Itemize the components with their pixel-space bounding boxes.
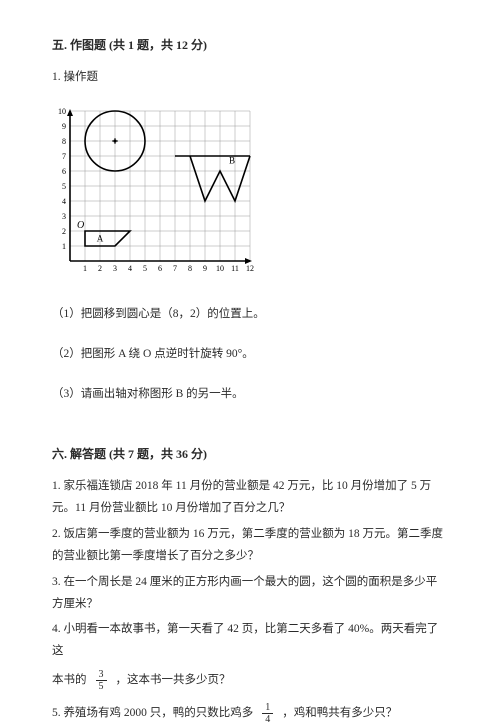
svg-text:7: 7 (62, 152, 66, 161)
svg-text:6: 6 (62, 167, 66, 176)
svg-text:12: 12 (246, 264, 254, 273)
q1-label: 1. 操作题 (52, 67, 448, 89)
svg-text:7: 7 (173, 264, 177, 273)
sub1: （1）把圆移到圆心是（8，2）的位置上。 (52, 304, 448, 326)
svg-text:1: 1 (83, 264, 87, 273)
svg-text:4: 4 (62, 197, 66, 206)
q5-prefix: 5. 养殖场有鸡 2000 只，鸭的只数比鸡多 (52, 703, 253, 725)
svg-text:4: 4 (128, 264, 132, 273)
q5-num: 1 (262, 702, 273, 714)
svg-text:10: 10 (58, 107, 66, 116)
q4-prefix: 本书的 (52, 670, 87, 692)
svg-text:B: B (229, 155, 235, 165)
svg-text:2: 2 (98, 264, 102, 273)
section5-title: 五. 作图题 (共 1 题，共 12 分) (52, 36, 448, 53)
q4-den: 5 (96, 681, 107, 692)
svg-text:5: 5 (62, 182, 66, 191)
q5-den: 4 (262, 714, 273, 725)
grid-figure: 12345678910111212345678910AOB (52, 101, 448, 286)
section6-title: 六. 解答题 (共 7 题，共 36 分) (52, 445, 448, 462)
q6-1: 1. 家乐福连锁店 2018 年 11 月份的营业额是 42 万元，比 10 月… (52, 476, 448, 520)
svg-text:8: 8 (188, 264, 192, 273)
svg-text:3: 3 (113, 264, 117, 273)
q6-4b: 本书的 3 5 ，这本书一共多少页？ (52, 669, 448, 692)
q5-suffix: ，鸡和鸭共有多少只？ (282, 703, 397, 725)
sub2: （2）把图形 A 绕 O 点逆时针旋转 90°。 (52, 344, 448, 366)
svg-text:11: 11 (231, 264, 239, 273)
q5-fraction: 1 4 (262, 702, 273, 725)
svg-text:10: 10 (216, 264, 224, 273)
q6-3: 3. 在一个周长是 24 厘米的正方形内画一个最大的圆，这个圆的面积是多少平方厘… (52, 572, 448, 616)
svg-text:3: 3 (62, 212, 66, 221)
svg-text:6: 6 (158, 264, 162, 273)
grid-svg: 12345678910111212345678910AOB (52, 101, 267, 281)
svg-text:5: 5 (143, 264, 147, 273)
svg-text:O: O (77, 220, 84, 231)
svg-text:8: 8 (62, 137, 66, 146)
q4-fraction: 3 5 (96, 669, 107, 692)
sub3: （3）请画出轴对称图形 B 的另一半。 (52, 384, 448, 406)
svg-text:1: 1 (62, 242, 66, 251)
q4-suffix: ，这本书一共多少页？ (116, 670, 231, 692)
q6-4a: 4. 小明看一本故事书，第一天看了 42 页，比第二天多看了 40%。两天看完了… (52, 619, 448, 663)
svg-text:2: 2 (62, 227, 66, 236)
svg-text:9: 9 (203, 264, 207, 273)
svg-text:9: 9 (62, 122, 66, 131)
q6-5: 5. 养殖场有鸡 2000 只，鸭的只数比鸡多 1 4 ，鸡和鸭共有多少只？ (52, 702, 448, 725)
q4-num: 3 (96, 669, 107, 681)
q6-2: 2. 饭店第一季度的营业额为 16 万元，第二季度的营业额为 18 万元。第二季… (52, 524, 448, 568)
svg-text:A: A (97, 233, 104, 243)
